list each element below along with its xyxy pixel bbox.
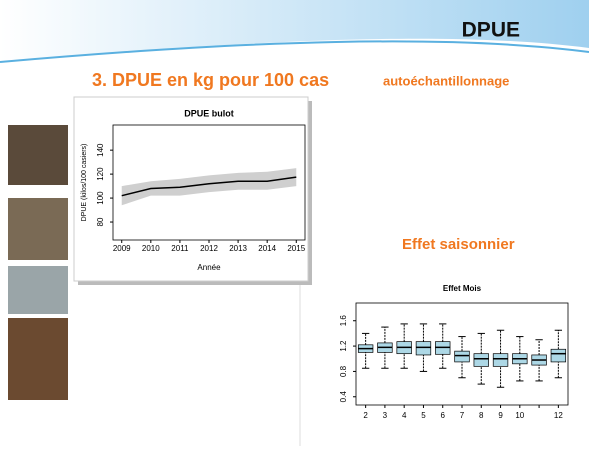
x-tick-label: 12 bbox=[554, 411, 563, 420]
box bbox=[416, 342, 431, 355]
x-tick-label: 5 bbox=[421, 411, 426, 420]
x-tick-label: 2010 bbox=[142, 244, 160, 253]
y-tick-label: 100 bbox=[96, 191, 105, 205]
x-tick-label: 2011 bbox=[171, 244, 189, 253]
y-axis-label: DPUE (kilos/100 casiers) bbox=[81, 144, 88, 222]
photo bbox=[8, 266, 68, 314]
x-tick-label: 2 bbox=[363, 411, 368, 420]
x-tick-label: 8 bbox=[479, 411, 484, 420]
x-tick-label: 2013 bbox=[229, 244, 247, 253]
photo bbox=[8, 318, 68, 400]
y-tick-label: 1.2 bbox=[339, 340, 348, 352]
x-tick-label: 7 bbox=[460, 411, 465, 420]
x-axis-label: Année bbox=[197, 263, 221, 272]
box bbox=[551, 349, 566, 362]
x-tick-label: 4 bbox=[402, 411, 407, 420]
y-tick-label: 120 bbox=[96, 167, 105, 181]
y-tick-label: 0.4 bbox=[339, 391, 348, 403]
box bbox=[455, 351, 470, 362]
photo bbox=[8, 198, 68, 260]
section-title: Effet saisonnier bbox=[402, 236, 515, 253]
x-tick-label: 2015 bbox=[287, 244, 305, 253]
y-tick-label: 0.8 bbox=[339, 365, 348, 377]
x-tick-label: 10 bbox=[515, 411, 524, 420]
box bbox=[474, 354, 489, 367]
x-tick-label: 2012 bbox=[200, 244, 218, 253]
slide-title-suffix: autoéchantillonnage bbox=[383, 73, 509, 88]
header: DPUE bbox=[462, 19, 520, 42]
x-tick-label: 6 bbox=[441, 411, 446, 420]
y-tick-label: 140 bbox=[96, 143, 105, 157]
chart-title: Effet Mois bbox=[443, 284, 482, 293]
x-tick-label: 2009 bbox=[113, 244, 131, 253]
box bbox=[493, 354, 508, 367]
slide: DPUE 3. DPUE en kg pour 100 cas autoécha… bbox=[0, 0, 589, 446]
x-tick-label: 3 bbox=[383, 411, 388, 420]
x-tick-label: 2014 bbox=[258, 244, 276, 253]
slide-title: 3. DPUE en kg pour 100 cas bbox=[92, 70, 329, 90]
x-tick-label: 9 bbox=[498, 411, 503, 420]
photo bbox=[8, 125, 68, 185]
chart-title: DPUE bulot bbox=[184, 108, 234, 118]
y-tick-label: 80 bbox=[96, 217, 105, 226]
y-tick-label: 1.6 bbox=[339, 315, 348, 327]
